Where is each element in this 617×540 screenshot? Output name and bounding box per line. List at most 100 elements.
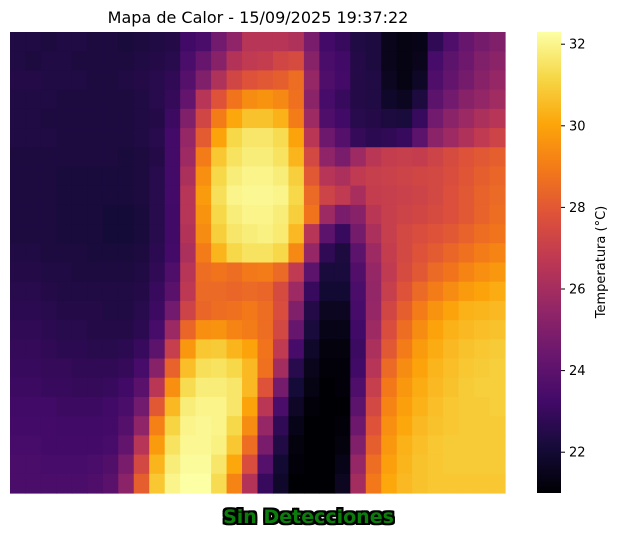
heatmap-cell: [133, 51, 150, 72]
heatmap-cell: [56, 300, 73, 321]
heatmap-cell: [10, 128, 27, 148]
heatmap-cell: [272, 185, 290, 206]
heatmap-cell: [133, 416, 150, 436]
heatmap-cell: [164, 396, 181, 417]
heatmap-cell: [272, 70, 290, 91]
heatmap-cell: [71, 147, 88, 168]
heatmap-cell: [334, 454, 351, 475]
heatmap-cell: [412, 147, 429, 168]
heatmap-cell: [396, 416, 413, 436]
heatmap-cell: [118, 243, 135, 264]
heatmap-cell: [71, 320, 88, 340]
heatmap-cell: [365, 262, 382, 283]
heatmap-cell: [149, 32, 166, 52]
heatmap-cell: [133, 473, 150, 494]
heatmap-cell: [118, 166, 135, 187]
heatmap-cell: [180, 377, 197, 398]
heatmap-cell: [334, 185, 351, 206]
heatmap-cell: [164, 70, 181, 91]
heatmap-cell: [350, 32, 367, 52]
heatmap-cell: [40, 70, 58, 91]
heatmap-cell: [350, 147, 367, 168]
heatmap-cell: [272, 339, 290, 360]
heatmap-cell: [211, 128, 228, 148]
heatmap-cell: [365, 396, 382, 417]
heatmap-cell: [381, 89, 398, 110]
heatmap-cell: [226, 108, 243, 129]
heatmap-cell: [180, 435, 197, 456]
heatmap-cell: [489, 262, 506, 283]
heatmap-cell: [458, 358, 475, 379]
heatmap-cell: [288, 416, 305, 436]
heatmap-cell: [242, 377, 259, 398]
heatmap-cell: [365, 51, 382, 72]
heatmap-cell: [443, 473, 460, 494]
heatmap-cell: [288, 128, 305, 148]
heatmap-cell: [350, 377, 367, 398]
heatmap-cell: [458, 243, 475, 264]
heatmap-cell: [319, 435, 336, 456]
heatmap-cell: [350, 89, 367, 110]
heatmap-cell: [443, 435, 460, 456]
heatmap-cell: [272, 435, 290, 456]
heatmap-cell: [71, 128, 88, 148]
heatmap-cell: [102, 281, 119, 302]
heatmap-cell: [25, 454, 42, 475]
heatmap-cell: [133, 89, 150, 110]
heatmap-cell: [350, 320, 367, 340]
heatmap-cell: [164, 166, 181, 187]
heatmap-cell: [396, 108, 413, 129]
heatmap-cell: [25, 320, 42, 340]
heatmap-cell: [71, 339, 88, 360]
heatmap-cell: [396, 32, 413, 52]
heatmap-cell: [195, 473, 212, 494]
heatmap-cell: [211, 224, 228, 244]
heatmap-cell: [489, 51, 506, 72]
heatmap-cell: [180, 339, 197, 360]
heatmap-cell: [180, 243, 197, 264]
heatmap-cell: [474, 166, 491, 187]
heatmap-cell: [226, 51, 243, 72]
heatmap-cell: [458, 454, 475, 475]
heatmap-cell: [303, 473, 320, 494]
heatmap-cell: [10, 435, 27, 456]
heatmap-cell: [211, 435, 228, 456]
heatmap-cell: [365, 435, 382, 456]
heatmap-cell: [334, 204, 351, 225]
heatmap-cell: [56, 358, 73, 379]
heatmap-cell: [474, 320, 491, 340]
heatmap-cell: [40, 108, 58, 129]
heatmap-cell: [303, 224, 320, 244]
heatmap-cell: [164, 358, 181, 379]
heatmap-cell: [133, 262, 150, 283]
heatmap-cell: [334, 262, 351, 283]
heatmap-cell: [56, 377, 73, 398]
heatmap-cell: [40, 89, 58, 110]
heatmap-cell: [195, 204, 212, 225]
heatmap-cell: [303, 185, 320, 206]
heatmap-cell: [71, 358, 88, 379]
heatmap-cell: [489, 454, 506, 475]
heatmap-cell: [25, 51, 42, 72]
heatmap-cell: [489, 300, 506, 321]
heatmap-cell: [195, 147, 212, 168]
heatmap-cell: [149, 377, 166, 398]
heatmap-cell: [118, 224, 135, 244]
heatmap-cell: [381, 243, 398, 264]
heatmap-cell: [226, 89, 243, 110]
heatmap-cell: [164, 262, 181, 283]
heatmap-cell: [396, 339, 413, 360]
heatmap-cell: [458, 185, 475, 206]
heatmap-cell: [474, 108, 491, 129]
heatmap-cell: [164, 51, 181, 72]
heatmap-cell: [211, 204, 228, 225]
heatmap-cell: [195, 70, 212, 91]
heatmap-cell: [319, 108, 336, 129]
heatmap-cell: [474, 70, 491, 91]
heatmap-cell: [242, 473, 259, 494]
heatmap-cell: [334, 320, 351, 340]
heatmap-cell: [365, 243, 382, 264]
heatmap-cell: [334, 89, 351, 110]
heatmap-cell: [211, 396, 228, 417]
